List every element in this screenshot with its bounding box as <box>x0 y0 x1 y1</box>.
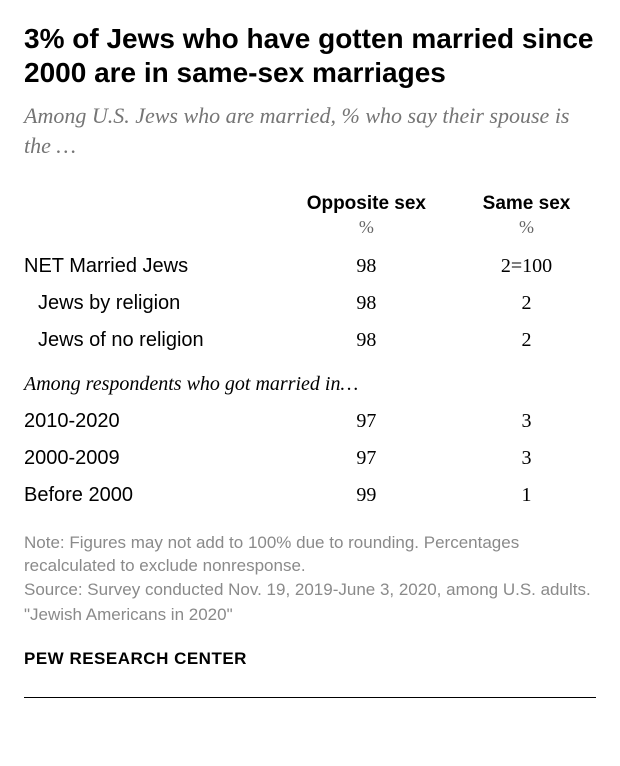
table-row: NET Married Jews 98 2=100 <box>24 248 596 285</box>
row-label-before2000: Before 2000 <box>24 477 276 514</box>
row-label-2000: 2000-2009 <box>24 440 276 477</box>
data-table: Opposite sex Same sex % % NET Married Je… <box>24 193 596 514</box>
row-val: 98 <box>276 322 457 359</box>
row-val: 2 <box>457 285 596 322</box>
row-val: 3 <box>457 440 596 477</box>
row-val: 98 <box>276 248 457 285</box>
table-row: Jews of no religion 98 2 <box>24 322 596 359</box>
section-header: Among respondents who got married in… <box>24 359 596 403</box>
table-row: 2000-2009 97 3 <box>24 440 596 477</box>
table-row: Before 2000 99 1 <box>24 477 596 514</box>
row-val: 99 <box>276 477 457 514</box>
note-rounding: Note: Figures may not add to 100% due to… <box>24 532 596 578</box>
table-pct-row: % % <box>24 217 596 248</box>
footer-divider <box>24 697 596 698</box>
table-header-row: Opposite sex Same sex <box>24 193 596 217</box>
pct-symbol: % <box>457 217 596 248</box>
org-name: PEW RESEARCH CENTER <box>24 649 596 669</box>
row-val: 97 <box>276 440 457 477</box>
table-row: Jews by religion 98 2 <box>24 285 596 322</box>
row-val: 98 <box>276 285 457 322</box>
row-label-noreligion: Jews of no religion <box>24 322 276 359</box>
note-source: Source: Survey conducted Nov. 19, 2019-J… <box>24 579 596 602</box>
notes-block: Note: Figures may not add to 100% due to… <box>24 532 596 628</box>
row-val: 97 <box>276 403 457 440</box>
row-val: 1 <box>457 477 596 514</box>
table-row: 2010-2020 97 3 <box>24 403 596 440</box>
table-header-same: Same sex <box>457 193 596 217</box>
chart-subtitle: Among U.S. Jews who are married, % who s… <box>24 101 596 160</box>
row-val: 2=100 <box>457 248 596 285</box>
row-val: 2 <box>457 322 596 359</box>
chart-title: 3% of Jews who have gotten married since… <box>24 22 596 89</box>
row-label-net: NET Married Jews <box>24 248 276 285</box>
note-report: "Jewish Americans in 2020" <box>24 604 596 627</box>
table-header-empty <box>24 193 276 217</box>
row-label-religion: Jews by religion <box>24 285 276 322</box>
pct-symbol: % <box>276 217 457 248</box>
row-val: 3 <box>457 403 596 440</box>
row-label-2010: 2010-2020 <box>24 403 276 440</box>
table-header-opposite: Opposite sex <box>276 193 457 217</box>
table-section-row: Among respondents who got married in… <box>24 359 596 403</box>
